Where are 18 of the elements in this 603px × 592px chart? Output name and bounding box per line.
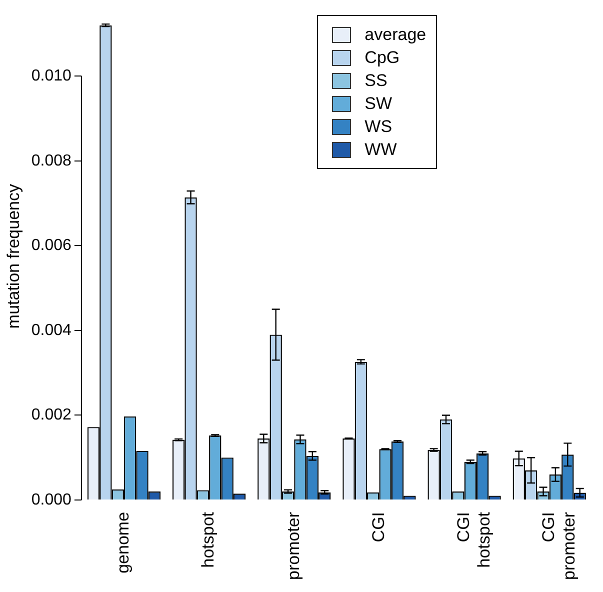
x-tick-label: promoter xyxy=(284,512,303,580)
legend-label: CpG xyxy=(364,48,400,68)
x-tick-label: genome xyxy=(114,512,133,574)
y-tick-label: 0.006 xyxy=(31,237,72,254)
y-axis-title: mutation frequency xyxy=(4,184,23,329)
x-tick-label: hotspot xyxy=(198,512,218,568)
x-tick-label: CGI hotspot xyxy=(454,512,494,568)
legend-label: WW xyxy=(364,140,397,160)
y-tick-label: 0.008 xyxy=(31,152,72,170)
x-tick-label: CGI xyxy=(368,512,388,542)
legend-label: SW xyxy=(364,94,392,114)
legend-label: SS xyxy=(364,71,388,92)
legend-label: WS xyxy=(364,117,392,138)
y-tick-label: 0.000 xyxy=(31,491,72,508)
y-tick-label: 0.010 xyxy=(31,68,72,85)
y-tick-label: 0.004 xyxy=(31,322,72,339)
y-tick-label: 0.002 xyxy=(31,406,72,424)
legend-label: average xyxy=(364,25,426,46)
